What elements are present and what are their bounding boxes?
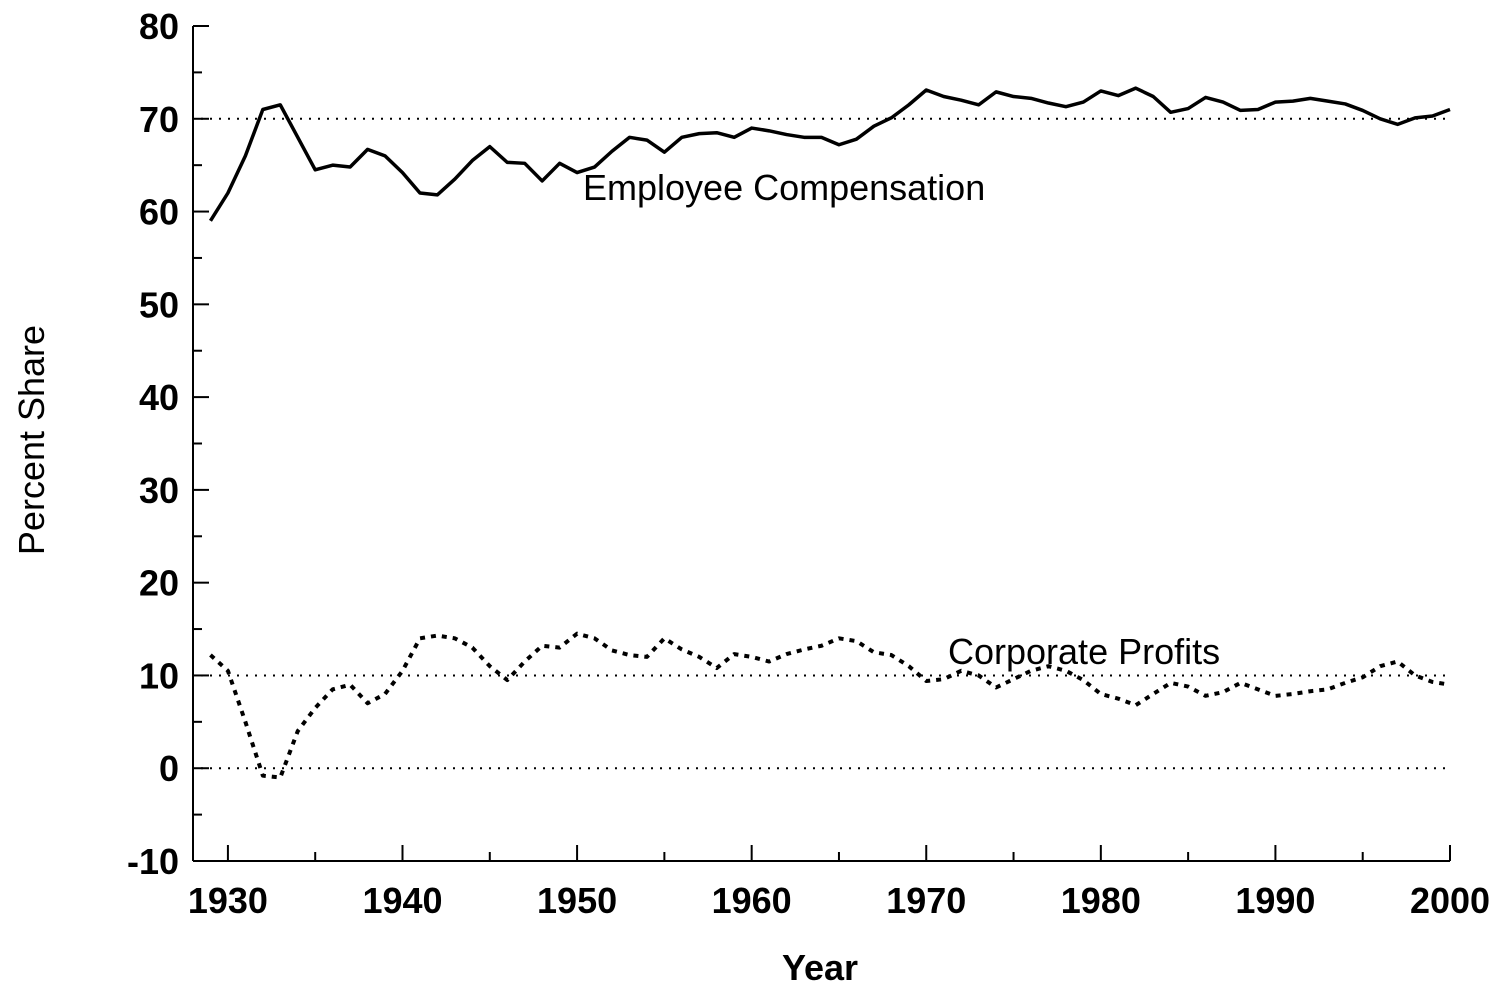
y-tick-label: 50 — [139, 284, 179, 325]
series-label: Corporate Profits — [948, 631, 1220, 672]
x-tick-label: 1970 — [886, 880, 966, 921]
y-axis-label: Percent Share — [11, 325, 52, 555]
y-tick-label: 40 — [139, 377, 179, 418]
y-tick-label: 60 — [139, 192, 179, 233]
series-label: Employee Compensation — [583, 167, 985, 208]
y-tick-label: 0 — [159, 748, 179, 789]
y-tick-label: 10 — [139, 655, 179, 696]
y-tick-label: 20 — [139, 563, 179, 604]
x-axis-label: Year — [782, 947, 858, 988]
y-tick-label: -10 — [127, 841, 179, 882]
y-tick-label: 80 — [139, 6, 179, 47]
x-tick-label: 1930 — [188, 880, 268, 921]
x-tick-label: 1940 — [362, 880, 442, 921]
series-line — [209, 631, 1451, 780]
x-tick-label: 1990 — [1235, 880, 1315, 921]
x-tick-label: 1950 — [537, 880, 617, 921]
y-tick-label: 30 — [139, 470, 179, 511]
x-tick-label: 2000 — [1410, 880, 1490, 921]
x-tick-label: 1960 — [712, 880, 792, 921]
x-tick-label: 1980 — [1061, 880, 1141, 921]
y-tick-label: 70 — [139, 99, 179, 140]
series-line — [208, 86, 1451, 222]
